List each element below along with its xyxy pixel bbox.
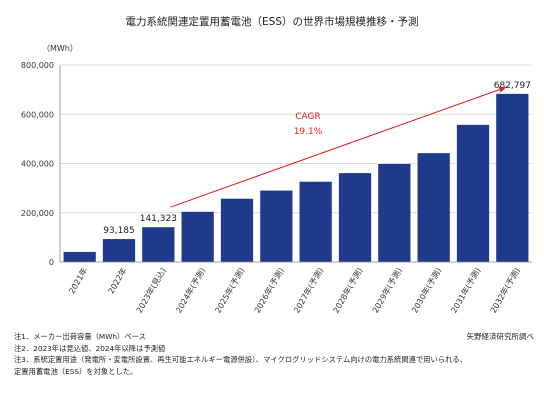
x-tick-label: 2032年(予測) (488, 266, 522, 315)
x-tick-label: 2021年 (66, 266, 89, 296)
bar (142, 227, 174, 262)
x-tick-label: 2023年(見込) (134, 266, 168, 315)
y-tick-label: 400,000 (21, 160, 54, 169)
footnote: 注3．系統定置用途（発電所・変電所設置、再生可能エネルギー電源併設）、マイクログ… (14, 354, 467, 366)
y-tick-label: 600,000 (21, 110, 54, 119)
source-credit: 矢野経済研究所調べ (467, 331, 535, 342)
x-tick-label: 2022年 (106, 266, 129, 296)
y-tick-label: 0 (49, 258, 54, 267)
footnote: 注2．2023年は見込値、2024年以降は予測値 (14, 343, 467, 355)
footnote: 定置用蓄電池（ESS）を対象とした。 (14, 366, 467, 378)
bar (182, 212, 214, 262)
data-label: 141,323 (140, 214, 177, 224)
x-tick-label: 2029年(予測) (370, 266, 404, 315)
data-label: 93,185 (103, 226, 135, 236)
cagr-value: 19.1% (294, 127, 323, 137)
bar (378, 164, 410, 262)
bar-chart: 0200,000400,000600,000800,0002021年2022年2… (0, 0, 544, 330)
bar (64, 252, 96, 262)
bar (260, 191, 292, 262)
cagr-arrow (170, 88, 504, 207)
x-tick-label: 2027年(予測) (291, 266, 325, 315)
x-tick-label: 2031年(予測) (449, 266, 483, 315)
x-tick-label: 2028年(予測) (331, 266, 365, 315)
x-tick-label: 2024年(予測) (173, 266, 207, 315)
footnotes: 注1．メーカー出荷容量（MWh）ベース 注2．2023年は見込値、2024年以降… (14, 331, 467, 377)
bar (496, 94, 528, 262)
x-tick-label: 2025年(予測) (213, 266, 247, 315)
bar (300, 182, 332, 262)
x-tick-label: 2026年(予測) (252, 266, 286, 315)
y-axis-unit-label: （MWh） (42, 44, 78, 53)
bar (221, 199, 253, 262)
bar (103, 239, 135, 262)
cagr-label: CAGR (295, 112, 321, 122)
bar (418, 153, 450, 262)
x-tick-label: 2030年(予測) (409, 266, 443, 315)
y-tick-label: 800,000 (21, 61, 54, 70)
y-tick-label: 200,000 (21, 209, 54, 218)
labels: 0200,000400,000600,000800,0002021年2022年2… (21, 61, 531, 315)
bar (339, 173, 371, 262)
footnote: 注1．メーカー出荷容量（MWh）ベース (14, 331, 467, 343)
bar (457, 125, 489, 262)
